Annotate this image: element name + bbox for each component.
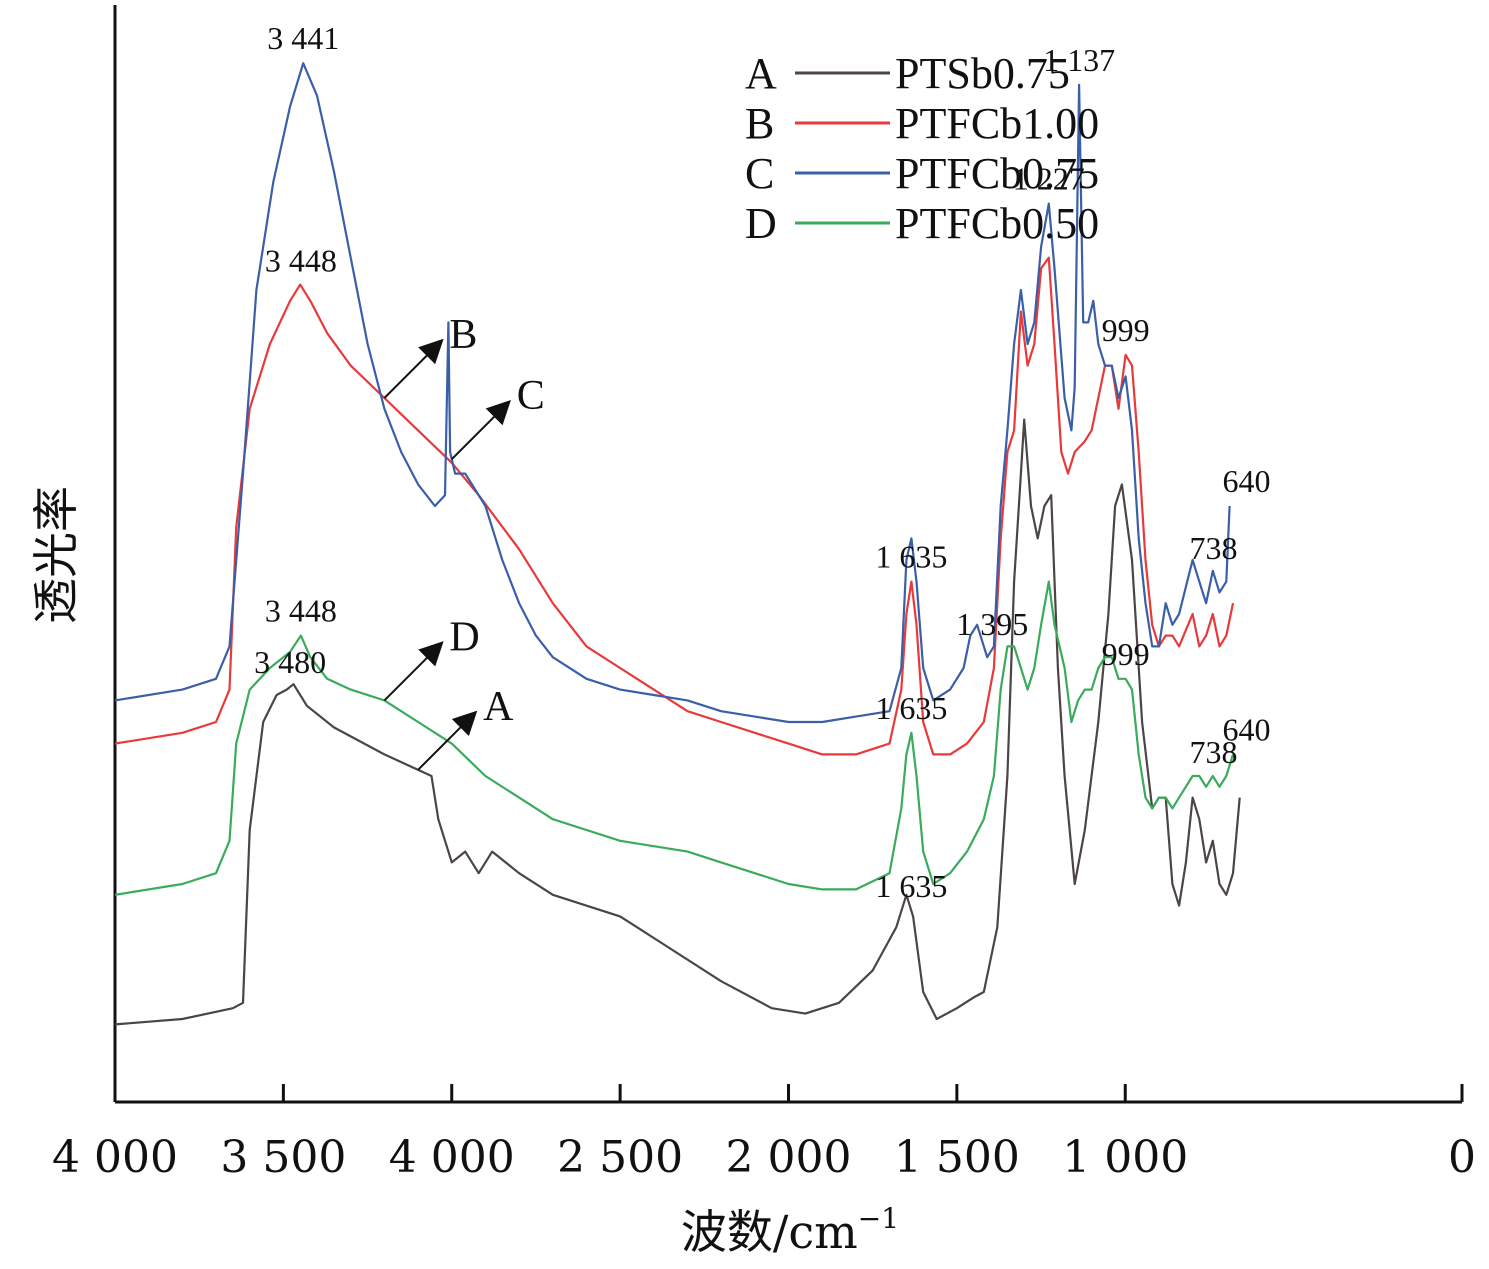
peak-annotation: 640 <box>1222 463 1270 499</box>
series-line-b <box>114 256 1235 756</box>
peak-annotation: 1 635 <box>875 690 947 726</box>
curve-label-a: A <box>483 684 514 730</box>
y-axis-title: 透光率 <box>29 486 83 624</box>
peak-annotation: 640 <box>1222 711 1270 747</box>
x-tick-label: 4 000 <box>389 1132 515 1183</box>
curve-arrow-b <box>383 338 444 399</box>
curve-labels-layer: D CB A <box>383 312 545 771</box>
peak-annotation: 999 <box>1102 312 1150 348</box>
x-tick-label: 1 000 <box>1062 1132 1188 1183</box>
x-tick-label: 0 <box>1448 1132 1476 1183</box>
x-tick-label: 3 500 <box>220 1132 346 1183</box>
x-tick-label: 1 500 <box>894 1132 1020 1183</box>
peak-annotation: 1 395 <box>956 606 1028 642</box>
peak-annotation: 3 441 <box>267 20 339 56</box>
peak-annotation: 3 448 <box>265 593 337 629</box>
peak-annotation: 738 <box>1189 530 1237 566</box>
curve-arrow-a <box>417 710 478 771</box>
legend-letter: B <box>745 99 774 148</box>
series-layer <box>114 62 1241 1026</box>
x-tick-label: 2 000 <box>726 1132 852 1183</box>
peak-annotation: 999 <box>1102 636 1150 672</box>
x-axis-title-main: 波数/cm <box>681 1205 858 1259</box>
series-line-d <box>114 580 1235 896</box>
curve-arrow-d <box>383 641 444 702</box>
peak-annotation: 1 227 <box>1013 161 1085 197</box>
x-ticks: 4 000 3 500 4 000 2 500 2 000 1 500 1 000 0 <box>52 1084 1476 1183</box>
legend-name: PTFCb1.00 <box>895 99 1099 148</box>
x-tick-label: 4 000 <box>52 1132 178 1183</box>
curve-arrow-c <box>451 399 511 460</box>
peak-annotation: 738 <box>1189 734 1237 770</box>
peak-annotation: 1 635 <box>875 868 947 904</box>
axes <box>113 5 1462 1104</box>
x-axis-title-sup: −1 <box>858 1202 899 1235</box>
peak-annotation: 1 137 <box>1043 42 1115 78</box>
peak-annotation: 3 448 <box>265 243 337 279</box>
legend-letter: A <box>745 49 777 98</box>
curve-label-b: B <box>449 312 477 358</box>
legend-name: PTFCb0.75 <box>895 149 1099 198</box>
peak-annotation: 3 480 <box>254 644 326 680</box>
curve-label-d: D <box>449 614 479 660</box>
legend-letter: D <box>745 199 777 248</box>
x-tick-label: 2 500 <box>557 1132 683 1183</box>
peak-annotation: 1 635 <box>875 539 947 575</box>
legend: A PTSb0.75 B PTFCb1.00 C PTFCb0.75 D PTFCb0.50 <box>745 49 1099 248</box>
curve-label-c: C <box>517 373 545 419</box>
series-line-c <box>114 62 1231 724</box>
legend-name: PTSb0.75 <box>895 49 1070 98</box>
legend-name: PTFCb0.50 <box>895 199 1099 248</box>
x-axis-title: 波数/cm−1 <box>681 1202 899 1259</box>
legend-letter: C <box>745 149 774 198</box>
